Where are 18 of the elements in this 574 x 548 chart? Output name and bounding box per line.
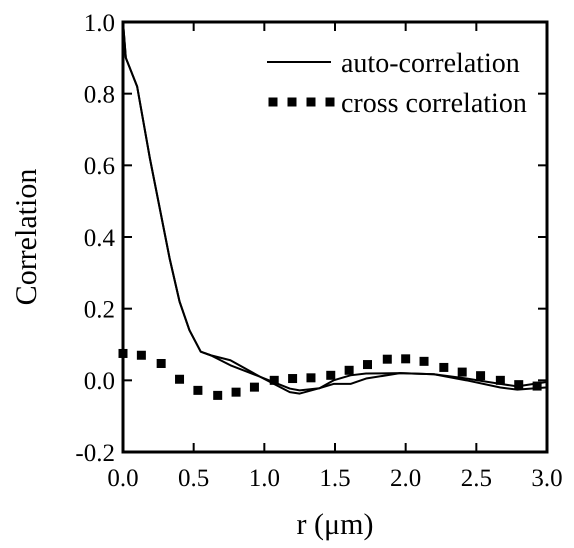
- x-tick-label: 0.0: [107, 465, 139, 492]
- y-tick-label: 0.2: [84, 296, 115, 324]
- y-tick-label: 0.4: [84, 224, 116, 252]
- y-tick-label: 1.0: [84, 10, 115, 37]
- y-tick-label: 0.6: [84, 153, 115, 180]
- y-axis-title: Correlation: [10, 168, 43, 306]
- x-tick-label: 2.5: [460, 465, 492, 492]
- y-tick-label: -0.2: [75, 440, 115, 467]
- x-axis-title: r (μm): [296, 508, 374, 541]
- x-tick-label: 1.5: [319, 465, 351, 492]
- x-tick-label: 2.0: [390, 465, 422, 492]
- legend-label: auto-correlation: [341, 48, 520, 79]
- x-tick-label: 3.0: [531, 465, 563, 492]
- x-tick-label: 1.0: [248, 465, 280, 492]
- y-tick-label: 0.8: [84, 81, 115, 108]
- legend-label: cross correlation: [341, 88, 527, 119]
- x-tick-label: 0.5: [178, 465, 210, 492]
- y-tick-label: 0.0: [84, 368, 115, 396]
